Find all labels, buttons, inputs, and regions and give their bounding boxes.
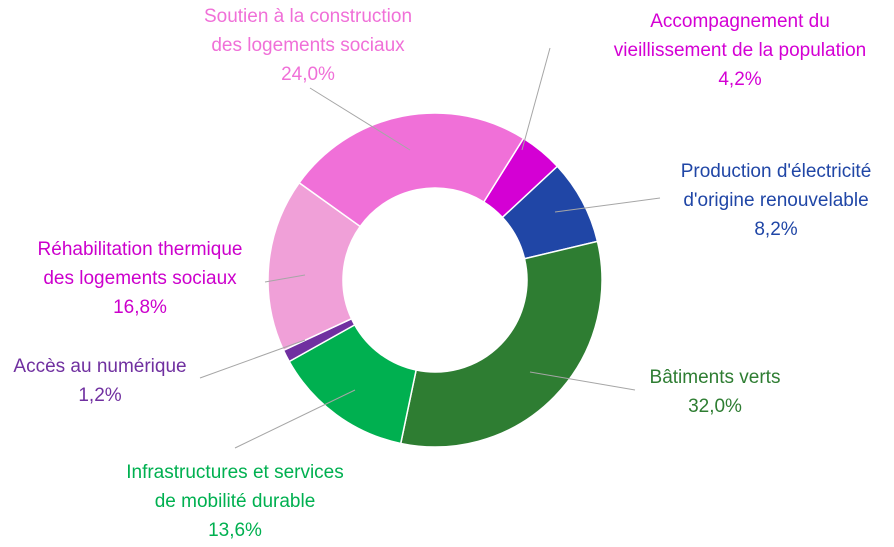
leader-line	[309, 87, 411, 151]
category-label: Infrastructures et services	[126, 462, 344, 483]
leader-line	[234, 389, 356, 449]
category-label: Bâtiments verts	[650, 367, 781, 388]
leader-line	[521, 47, 551, 151]
category-label: Accès au numérique	[13, 356, 186, 377]
category-label: des logements sociaux	[211, 35, 405, 56]
category-label: vieillissement de la population	[614, 40, 866, 61]
category-label: Soutien à la construction	[204, 6, 412, 27]
leader-line	[554, 197, 661, 213]
value-label: 8,2%	[754, 219, 797, 240]
category-label: Réhabilitation thermique	[38, 239, 243, 260]
donut-segment	[298, 112, 525, 228]
donut-segment	[399, 240, 603, 448]
value-label: 24,0%	[281, 64, 335, 85]
leader-line	[199, 339, 306, 379]
category-label: des logements sociaux	[43, 268, 237, 289]
value-label: 1,2%	[78, 385, 121, 406]
category-label: de mobilité durable	[155, 491, 316, 512]
value-label: 32,0%	[688, 396, 742, 417]
value-label: 4,2%	[718, 69, 761, 90]
category-label: Accompagnement du	[650, 11, 830, 32]
category-label: d'origine renouvelable	[683, 190, 868, 211]
category-label: Production d'électricité	[681, 161, 872, 182]
leader-line	[529, 371, 636, 391]
leader-line	[264, 274, 306, 283]
value-label: 16,8%	[113, 297, 167, 318]
value-label: 13,6%	[208, 520, 262, 541]
